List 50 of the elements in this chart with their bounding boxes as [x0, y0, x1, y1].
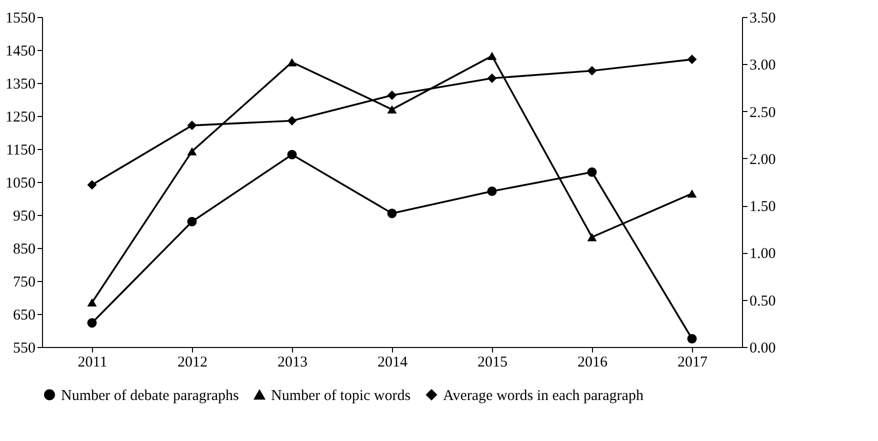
x-tick-label: 2012 — [178, 354, 208, 370]
y-tick-label: 1450 — [6, 44, 36, 60]
point — [87, 318, 97, 328]
legend-label: Number of topic words — [271, 388, 411, 404]
legend-label: Average words in each paragraph — [443, 388, 644, 404]
y-tick-label: 1050 — [6, 176, 36, 192]
y2-tick-label: 2.00 — [750, 152, 776, 168]
x-tick-label: 2015 — [478, 354, 508, 370]
point — [287, 58, 297, 66]
point — [487, 186, 497, 196]
point — [487, 74, 497, 84]
point — [587, 66, 597, 76]
y-tick-label: 550 — [13, 340, 36, 356]
point — [687, 189, 697, 198]
y-tick-label: 950 — [13, 208, 36, 224]
point — [187, 120, 197, 130]
x-tick-label: 2017 — [678, 354, 708, 370]
legend-label: Number of debate paragraphs — [61, 388, 239, 404]
point — [487, 52, 497, 60]
y-tick-label: 750 — [13, 274, 36, 290]
y-tick-label: 1550 — [6, 10, 36, 26]
x-tick-label: 2016 — [578, 354, 608, 370]
point — [587, 167, 597, 177]
point — [687, 54, 697, 64]
y2-tick-label: 3.50 — [750, 10, 776, 26]
y2-tick-label: 1.00 — [750, 246, 776, 262]
point — [387, 90, 397, 100]
point — [187, 147, 197, 156]
y-tick-label: 1350 — [6, 76, 36, 92]
point — [287, 116, 297, 126]
y-tick-label: 1250 — [6, 110, 36, 126]
point — [87, 180, 97, 190]
y2-tick-label: 3.00 — [750, 58, 776, 74]
point — [587, 233, 597, 242]
y-tick-label: 1150 — [6, 142, 36, 158]
point — [687, 334, 697, 344]
y2-tick-label: 2.50 — [750, 104, 776, 121]
y2-tick-label: 1.50 — [750, 199, 776, 216]
y2-tick-label: 0.00 — [750, 340, 776, 356]
y-tick-label: 850 — [13, 242, 36, 258]
y2-tick-label: 0.50 — [750, 293, 776, 310]
x-tick-label: 2011 — [78, 354, 108, 370]
y-tick-label: 650 — [13, 308, 36, 324]
point — [387, 105, 397, 114]
point — [87, 298, 97, 307]
point — [187, 216, 197, 226]
point — [287, 150, 297, 160]
x-tick-label: 2014 — [378, 354, 408, 370]
point — [387, 208, 397, 218]
x-tick-label: 2013 — [278, 354, 308, 370]
